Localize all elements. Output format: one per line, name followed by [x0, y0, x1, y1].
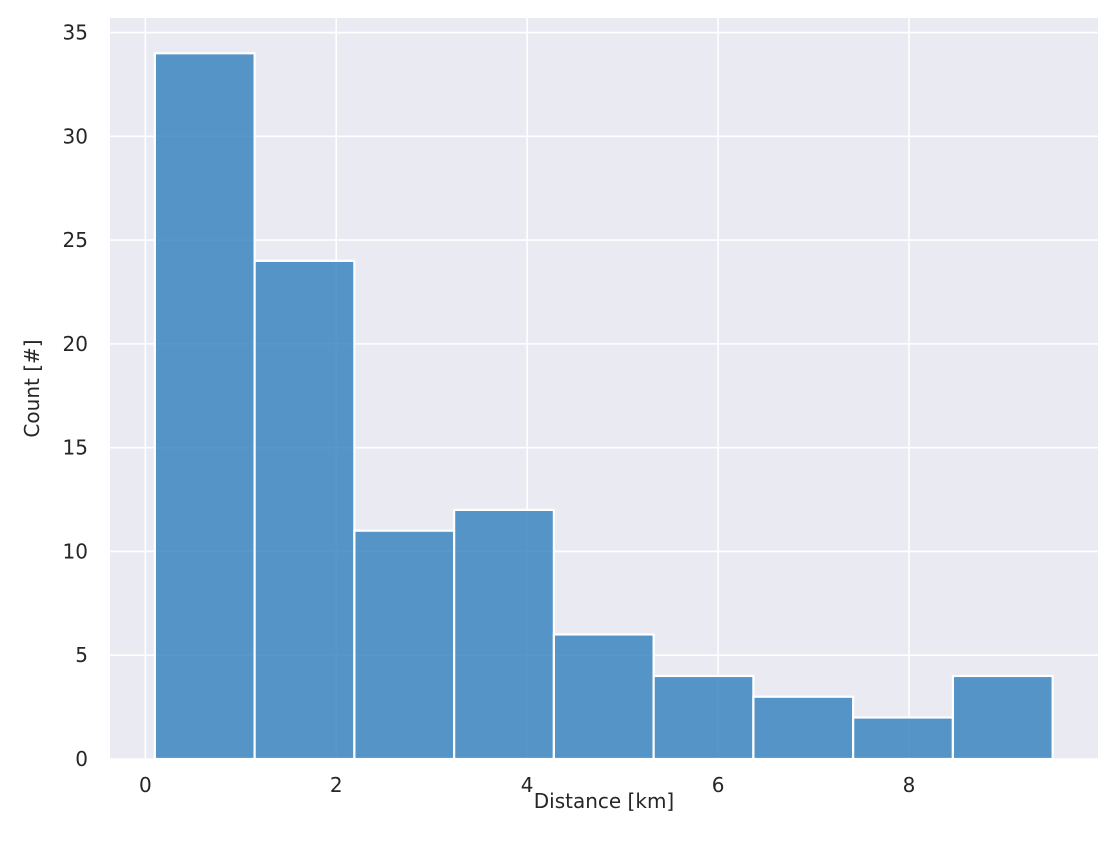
histogram-bar: [652, 674, 755, 761]
histogram-bar: [852, 716, 955, 761]
y-tick-label: 0: [75, 747, 88, 771]
y-tick-label: 5: [75, 643, 88, 667]
histogram-bar: [951, 674, 1054, 761]
histogram-bar: [153, 52, 256, 761]
y-tick-label: 25: [63, 228, 88, 252]
x-tick-label: 6: [712, 773, 725, 797]
y-tick-label: 15: [63, 436, 88, 460]
x-tick-label: 2: [330, 773, 343, 797]
y-tick-label: 10: [63, 539, 88, 563]
x-tick-label: 0: [139, 773, 152, 797]
x-axis-label: Distance [km]: [534, 789, 674, 813]
histogram-bar: [752, 695, 855, 761]
histogram-bar: [453, 508, 555, 761]
x-tick-label: 8: [903, 773, 916, 797]
histogram-bar: [253, 259, 356, 761]
histogram-bar: [353, 529, 456, 761]
x-tick-label: 4: [521, 773, 534, 797]
y-tick-label: 30: [63, 124, 88, 148]
histogram-bar: [552, 633, 655, 761]
y-axis-ticks: 0 5 10 15 20 25 30 35: [63, 21, 88, 771]
y-tick-label: 35: [63, 21, 88, 45]
y-axis-label: Count [#]: [20, 339, 44, 437]
bars: [153, 52, 1054, 761]
y-tick-label: 20: [63, 332, 88, 356]
x-axis-ticks: 0 2 4 6 8: [139, 773, 915, 797]
